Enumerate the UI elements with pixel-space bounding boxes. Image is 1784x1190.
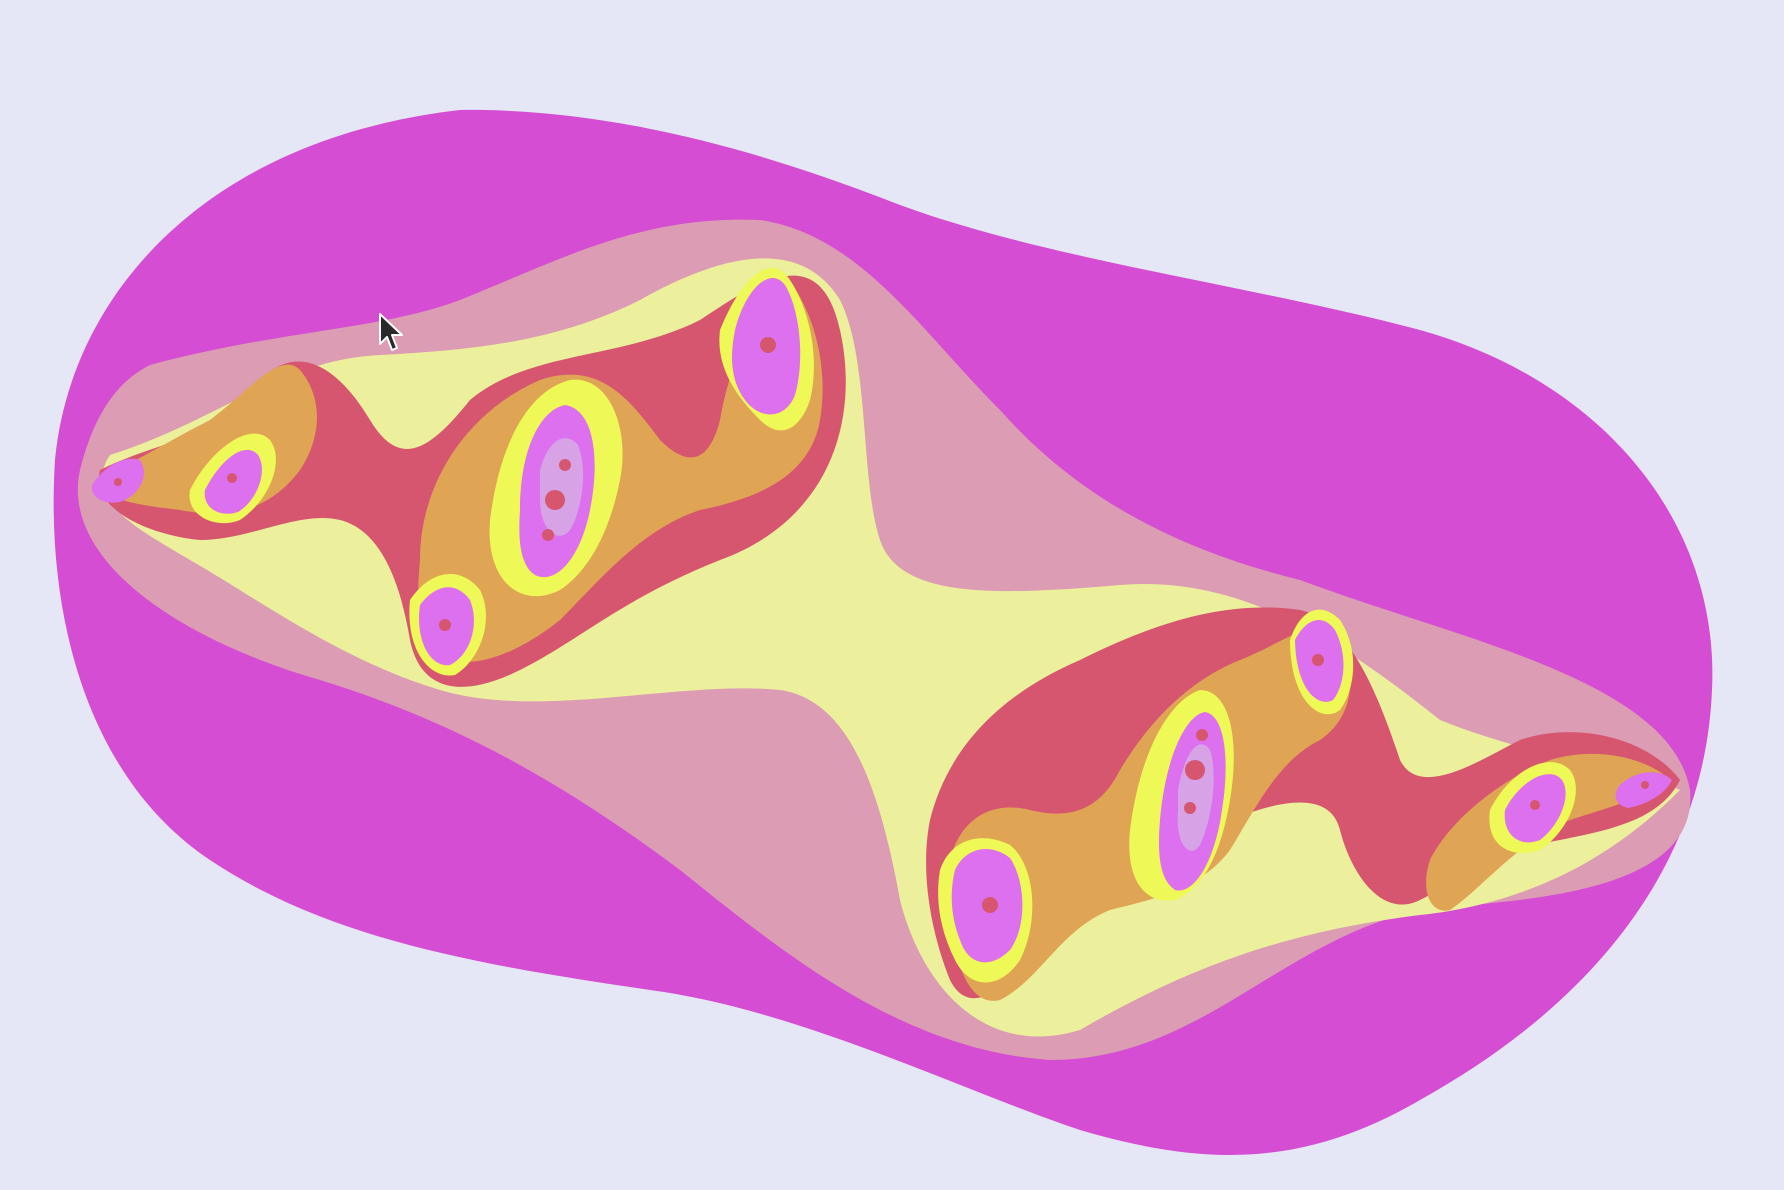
arrow-pointer-icon (379, 313, 403, 351)
right-cluster-red (926, 607, 1680, 999)
left-detail-marks (114, 337, 776, 631)
left-core-light (540, 438, 584, 536)
far-right-orange (1426, 753, 1670, 911)
far-right-core (1615, 772, 1672, 808)
right-detail-marks (982, 654, 1649, 913)
